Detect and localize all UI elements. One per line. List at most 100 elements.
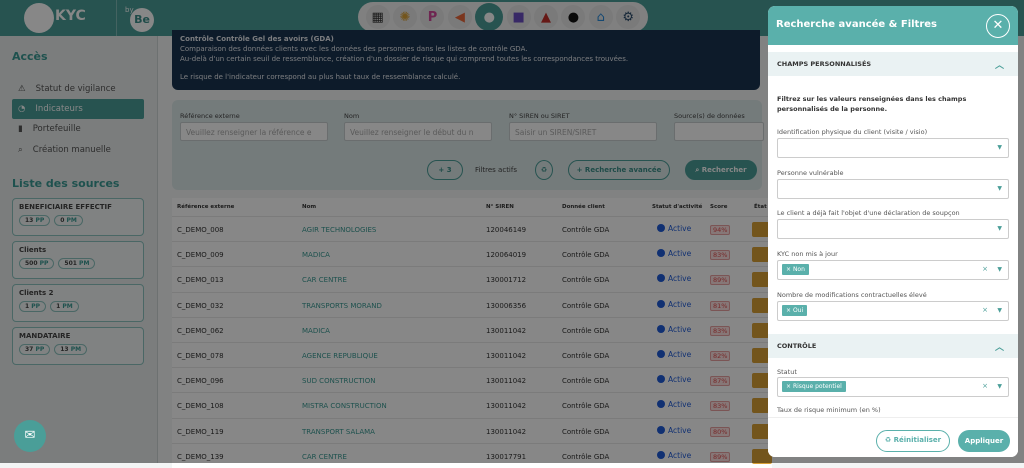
close-icon[interactable]: ✕ — [986, 14, 1010, 38]
sidebar-item-portefeuille[interactable]: ▮ Portefeuille — [12, 119, 144, 139]
cell-nom[interactable]: TRANSPORTS MORAND — [302, 301, 382, 310]
cell-nom[interactable]: CAR CENTRE — [302, 276, 347, 285]
apply-button[interactable]: Appliquer — [958, 430, 1010, 452]
sidebar-item-vigilance[interactable]: ⚠ Statut de vigilance — [12, 79, 144, 99]
cell-nom[interactable]: AGENCE REPUBLIQUE — [302, 352, 378, 360]
etat-button[interactable] — [752, 448, 772, 464]
cell-nom[interactable]: MISTRA CONSTRUCTION — [302, 402, 387, 411]
table-row[interactable]: C_DEMO_078 AGENCE REPUBLIQUE 130011042 C… — [172, 342, 772, 367]
active-filters-count[interactable]: + 3 — [427, 160, 463, 180]
sidebar-item-creation[interactable]: ⌕ Création manuelle — [12, 140, 144, 160]
cell-nom[interactable]: MADICA — [302, 326, 330, 335]
col-ref[interactable]: Référence externe — [177, 204, 235, 210]
selected-tag[interactable]: × Oui — [782, 305, 808, 316]
etat-button[interactable] — [752, 373, 772, 389]
dashboard-icon[interactable]: ▦ — [365, 5, 390, 29]
col-nom[interactable]: Nom — [302, 204, 317, 210]
etat-button[interactable] — [752, 398, 772, 414]
col-donnee[interactable]: Donnée client — [562, 204, 605, 210]
cell-nom[interactable]: TRANSPORT SALAMA — [302, 427, 375, 436]
section-champs[interactable]: CHAMPS PERSONNALISÉS ︿ — [768, 52, 1018, 76]
folder-icon[interactable]: ■ — [506, 5, 531, 29]
pm-count: 13 PM — [54, 344, 88, 355]
status-dot-icon — [657, 375, 665, 384]
siren-input[interactable]: Saisir un SIREN/SIRET — [509, 122, 657, 141]
table-row[interactable]: C_DEMO_008 AGIR TECHNOLOGIES 120046149 C… — [172, 216, 772, 241]
cell-score: 89% — [710, 275, 731, 286]
nav-label: Statut de vigilance — [35, 84, 116, 94]
table-row[interactable]: C_DEMO_009 MADICA 120064019 Contrôle GDA… — [172, 241, 772, 266]
reset-button[interactable]: ♻ Réinitialiser — [876, 430, 950, 452]
etat-button[interactable] — [752, 272, 772, 288]
search-button[interactable]: ⌕ Rechercher — [685, 160, 757, 180]
ref-input[interactable]: Veuillez renseigner la référence e — [180, 122, 328, 141]
status-dot-icon — [657, 400, 665, 409]
etat-button[interactable] — [752, 222, 772, 237]
kyc-logo-icon — [24, 3, 54, 33]
select-soupcon[interactable]: ▼ — [777, 219, 1009, 239]
col-siren[interactable]: N° SIREN — [486, 204, 514, 210]
nom-input[interactable]: Veuillez renseigner le début du n — [344, 122, 492, 141]
col-score[interactable]: Score — [710, 204, 728, 210]
table-row[interactable]: C_DEMO_013 CAR CENTRE 130001712 Contrôle… — [172, 266, 772, 291]
etat-button[interactable] — [752, 297, 772, 313]
cell-statut: Active — [657, 400, 691, 409]
cell-ref: C_DEMO_013 — [177, 276, 224, 285]
cell-nom[interactable]: AGIR TECHNOLOGIES — [302, 226, 377, 234]
source-card[interactable]: MANDATAIRE 37 PP 13 PM — [12, 327, 144, 365]
source-select[interactable] — [674, 122, 764, 141]
sidebar-item-indicateurs[interactable]: ◔ Indicateurs — [12, 99, 144, 119]
cell-score: 80% — [710, 426, 731, 437]
person-icon[interactable]: ● — [561, 5, 586, 29]
nav-label: Création manuelle — [32, 145, 111, 155]
user-icon[interactable]: ● — [475, 3, 504, 31]
source-card[interactable]: BENEFICIAIRE EFFECTIF 13 PP 0 PM — [12, 198, 144, 236]
chat-help-button[interactable]: ✉ — [14, 420, 46, 452]
cell-nom[interactable]: MADICA — [302, 251, 330, 260]
table-row[interactable]: C_DEMO_062 MADICA 130011042 Contrôle GDA… — [172, 316, 772, 342]
etat-button[interactable] — [752, 423, 772, 439]
etat-button[interactable] — [752, 247, 772, 263]
clear-icon: × — [982, 265, 988, 273]
select-statut[interactable]: × Risque potentiel × ▼ — [777, 377, 1009, 397]
source-card[interactable]: Clients 2 1 PP 1 PM — [12, 284, 144, 322]
select-kyc[interactable]: × Non × ▼ — [777, 260, 1009, 280]
cell-statut: Active — [657, 450, 691, 460]
field-label: Identification physique du client (visit… — [777, 128, 928, 136]
select-vulnerable[interactable]: ▼ — [777, 179, 1009, 199]
table-row[interactable]: C_DEMO_139 CAR CENTRE 130017791 Contrôle… — [172, 442, 772, 468]
p-icon[interactable]: P — [420, 5, 445, 29]
table-row[interactable]: C_DEMO_108 MISTRA CONSTRUCTION 130011042… — [172, 392, 772, 417]
house-chart-icon[interactable]: ⌂ — [588, 5, 613, 29]
lightbulb-icon[interactable]: ✺ — [393, 5, 418, 29]
source-card[interactable]: Clients 500 PP 501 PM — [12, 241, 144, 279]
selected-tag[interactable]: × Non — [782, 264, 809, 275]
cell-statut: Active — [657, 324, 691, 334]
table-row[interactable]: C_DEMO_096 SUD CONSTRUCTION 130011042 Co… — [172, 367, 772, 392]
select-identification[interactable]: ▼ — [777, 138, 1009, 158]
graduation-icon[interactable]: ▲ — [534, 5, 559, 29]
cell-score: 83% — [710, 401, 731, 412]
recycle-icon[interactable]: ♻ — [535, 160, 553, 180]
table-row[interactable]: C_DEMO_032 TRANSPORTS MORAND 130006356 C… — [172, 291, 772, 317]
chevron-down-icon: ▼ — [997, 266, 1002, 273]
etat-button[interactable] — [752, 322, 772, 338]
col-etat[interactable]: État — [754, 204, 767, 210]
megaphone-icon[interactable]: ◀ — [447, 5, 472, 29]
gear-icon[interactable]: ⚙ — [616, 5, 641, 29]
cell-ref: C_DEMO_008 — [177, 226, 224, 234]
section-controle[interactable]: CONTRÔLE ︿ — [768, 334, 1018, 358]
selected-tag[interactable]: × Risque potentiel — [782, 381, 846, 392]
cell-statut: Active — [657, 350, 691, 359]
cell-siren: 130001712 — [486, 276, 527, 285]
cell-nom[interactable]: SUD CONSTRUCTION — [302, 377, 376, 386]
etat-button[interactable] — [752, 348, 772, 363]
col-statut[interactable]: Statut d'activité — [652, 204, 703, 210]
nav-label: Indicateurs — [35, 104, 83, 114]
cell-siren: 130011042 — [486, 377, 527, 386]
source-name: BENEFICIAIRE EFFECTIF — [19, 203, 112, 211]
advanced-search-button[interactable]: + Recherche avancée — [568, 160, 670, 180]
table-row[interactable]: C_DEMO_119 TRANSPORT SALAMA 130011042 Co… — [172, 417, 772, 443]
select-modifications[interactable]: × Oui × ▼ — [777, 301, 1009, 321]
cell-nom[interactable]: CAR CENTRE — [302, 452, 347, 461]
